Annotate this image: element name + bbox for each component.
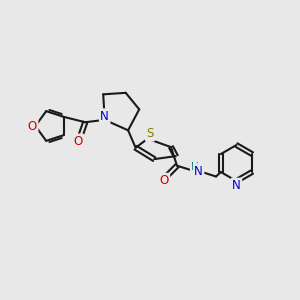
Text: S: S: [146, 127, 154, 140]
Text: O: O: [28, 119, 37, 133]
Text: O: O: [160, 174, 169, 187]
Text: H: H: [191, 162, 199, 172]
Text: N: N: [100, 110, 109, 123]
Text: O: O: [74, 135, 83, 148]
Text: N: N: [194, 165, 203, 178]
Text: N: N: [232, 179, 241, 192]
